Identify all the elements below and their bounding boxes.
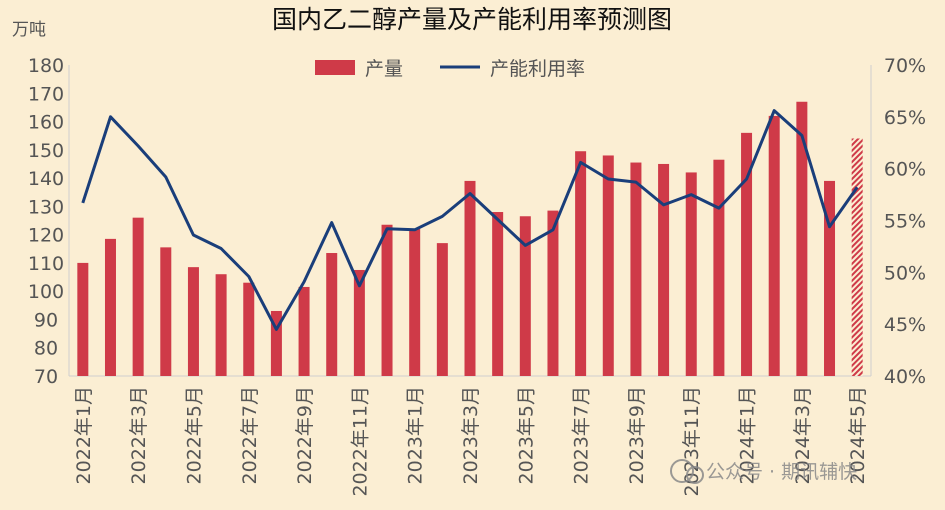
production-bar <box>741 132 753 376</box>
production-bar <box>77 262 89 376</box>
x-tick-label: 2022年5月 <box>183 386 205 484</box>
production-bar <box>160 247 172 376</box>
wechat-icon <box>670 459 694 483</box>
utilization-line <box>81 109 859 331</box>
right-tick-label: 50% <box>884 262 926 284</box>
x-tick-label: 2022年1月 <box>73 386 95 484</box>
production-bar <box>602 155 614 376</box>
left-tick-label: 180 <box>28 55 64 77</box>
production-bars <box>77 101 863 377</box>
left-tick-label: 120 <box>28 225 64 247</box>
left-axis: 70 80 90 100 110 120 130 140 150 160 170 180 <box>28 55 64 388</box>
production-bar <box>713 159 725 376</box>
production-bar <box>409 228 421 376</box>
legend: 产量 产能利用率 <box>315 58 585 80</box>
production-bar <box>243 282 255 376</box>
right-axis: 40% 45% 50% 55% 60% 65% 70% <box>884 55 926 388</box>
x-tick-label: 2023年1月 <box>405 386 427 484</box>
watermark: 公众号 · 期讯辅快 <box>670 459 857 484</box>
production-bar <box>685 172 697 376</box>
chart-title: 国内乙二醇产量及产能利用率预测图 <box>272 5 672 34</box>
watermark-text: 公众号 · 期讯辅快 <box>706 461 857 483</box>
left-tick-label: 100 <box>28 281 64 303</box>
x-tick-label: 2023年7月 <box>571 386 593 484</box>
left-tick-label: 150 <box>28 140 64 162</box>
right-tick-label: 70% <box>884 55 926 77</box>
production-bar <box>492 212 504 376</box>
left-tick-label: 110 <box>28 253 64 275</box>
left-tick-label: 130 <box>28 196 64 218</box>
production-bar <box>464 180 476 376</box>
x-tick-label: 2022年3月 <box>128 386 150 484</box>
production-bar <box>187 267 199 376</box>
production-bar <box>215 274 227 376</box>
right-tick-label: 55% <box>884 211 926 233</box>
left-tick-label: 140 <box>28 168 64 190</box>
left-tick-label: 170 <box>28 83 64 105</box>
production-bar <box>547 210 559 376</box>
x-axis-ticks: 2022年1月 2022年3月 2022年5月 2022年7月 2022年9月 2022年… <box>73 386 869 497</box>
production-bar <box>436 243 448 376</box>
wechat-icon-bubble <box>686 466 704 484</box>
left-tick-label: 90 <box>34 309 58 331</box>
x-tick-label: 2023年11月 <box>681 386 703 497</box>
production-bar <box>326 253 338 376</box>
left-tick-label: 80 <box>34 338 58 360</box>
production-bar <box>353 269 365 376</box>
right-tick-label: 60% <box>884 159 926 181</box>
production-bar <box>132 217 144 376</box>
left-axis-unit: 万吨 <box>12 20 46 40</box>
left-tick-label: 160 <box>28 112 64 134</box>
x-tick-label: 2022年11月 <box>349 386 371 497</box>
legend-label-utilization: 产能利用率 <box>490 58 585 80</box>
production-bar <box>298 286 310 376</box>
production-bar <box>381 224 393 376</box>
left-tick-label: 70 <box>34 366 58 388</box>
production-bar <box>575 151 587 376</box>
production-bar <box>630 162 642 376</box>
x-tick-label: 2024年1月 <box>737 386 759 484</box>
right-tick-label: 65% <box>884 107 926 129</box>
legend-bar-swatch <box>315 60 355 75</box>
production-bar <box>519 216 531 376</box>
production-bar <box>104 238 116 376</box>
production-bar <box>768 115 780 377</box>
x-tick-label: 2024年3月 <box>792 386 814 484</box>
x-tick-label: 2022年9月 <box>294 386 316 484</box>
production-bar <box>796 101 808 376</box>
production-bar <box>270 310 282 376</box>
production-bar <box>658 163 670 376</box>
x-tick-label: 2023年5月 <box>515 386 537 484</box>
legend-label-production: 产量 <box>365 58 403 80</box>
right-tick-label: 40% <box>884 366 926 388</box>
x-tick-label: 2023年3月 <box>460 386 482 484</box>
production-bar-forecast <box>851 138 863 376</box>
x-tick-label: 2023年9月 <box>626 386 648 484</box>
production-bar <box>824 180 836 376</box>
x-tick-label: 2022年7月 <box>239 386 261 484</box>
x-tick-label: 2024年5月 <box>847 386 869 484</box>
right-tick-label: 45% <box>884 314 926 336</box>
